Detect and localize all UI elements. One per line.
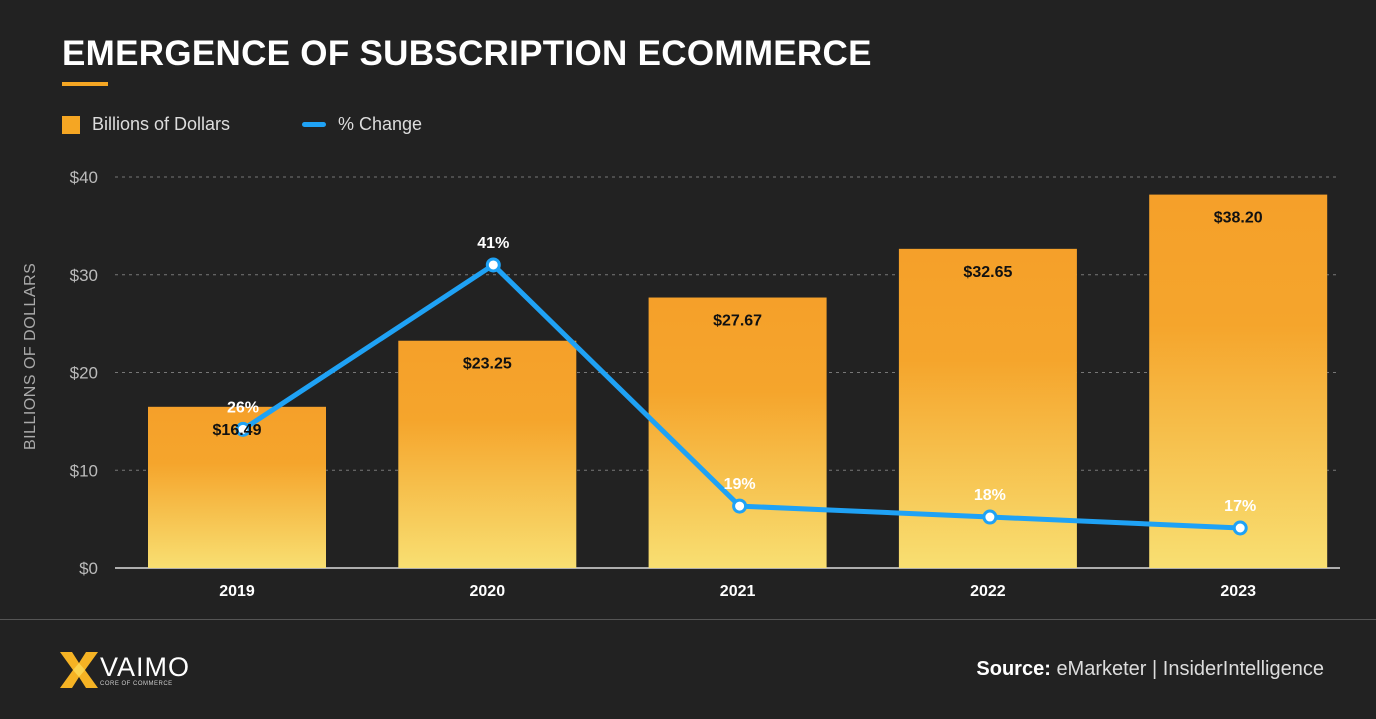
y-tick-label: $10 <box>70 461 98 480</box>
bar-2020 <box>398 340 577 568</box>
pct-point-2022 <box>982 509 998 525</box>
x-tick-label: 2019 <box>219 583 255 600</box>
footer-divider <box>0 619 1376 620</box>
y-tick-label: $40 <box>70 168 98 187</box>
x-tick-label: 2021 <box>720 583 756 600</box>
pct-point-2021 <box>732 498 748 514</box>
legend-item-bar: Billions of Dollars <box>62 114 230 135</box>
chart-plot: $0 $10 $20 $30 $40 $16.49 2019 $23.25 2020 $27.67… <box>70 168 1340 600</box>
pct-value-label: 18% <box>974 487 1006 504</box>
y-tick-label: $30 <box>70 266 98 285</box>
source-note: Source: eMarketer | InsiderIntelligence <box>976 658 1324 681</box>
x-tick-label: 2020 <box>470 583 506 600</box>
logo-text: VAIMO <box>100 651 191 682</box>
legend-item-line: % Change <box>302 114 422 135</box>
bar-2021 <box>648 297 827 568</box>
source-label: Source: <box>976 658 1051 680</box>
vaimo-x-icon <box>60 652 98 688</box>
vaimo-logo: VAIMO CORE OF COMMERCE <box>60 652 190 688</box>
source-text: eMarketer | InsiderIntelligence <box>1056 658 1324 680</box>
logo-tagline: CORE OF COMMERCE <box>100 680 173 687</box>
x-tick-label: 2023 <box>1220 583 1256 600</box>
y-tick-label: $20 <box>70 364 98 383</box>
x-tick-label: 2022 <box>970 583 1006 600</box>
bar-value-label: $16.49 <box>213 422 262 439</box>
legend-label: Billions of Dollars <box>92 114 231 134</box>
pct-value-label: 26% <box>227 399 259 416</box>
bar-2023 <box>1149 194 1328 568</box>
y-tick-label: $0 <box>79 559 98 578</box>
pct-value-label: 19% <box>724 476 756 493</box>
bar-value-label: $38.20 <box>1214 210 1263 227</box>
bar-value-label: $23.25 <box>463 356 512 373</box>
title-underline <box>62 82 108 86</box>
pct-value-label: 17% <box>1224 498 1256 515</box>
bar-value-label: $32.65 <box>963 264 1012 281</box>
chart-title: EMERGENCE OF SUBSCRIPTION ECOMMERCE <box>62 34 872 73</box>
bar-value-label: $27.67 <box>713 313 762 330</box>
pct-point-2019 <box>235 421 251 437</box>
pct-point-2020 <box>485 257 501 273</box>
pct-value-label: 41% <box>477 235 509 252</box>
legend-swatch-line <box>302 122 326 127</box>
pct-point-2023 <box>1232 520 1248 536</box>
legend-swatch-bar <box>62 115 80 134</box>
legend-label: % Change <box>338 114 423 134</box>
